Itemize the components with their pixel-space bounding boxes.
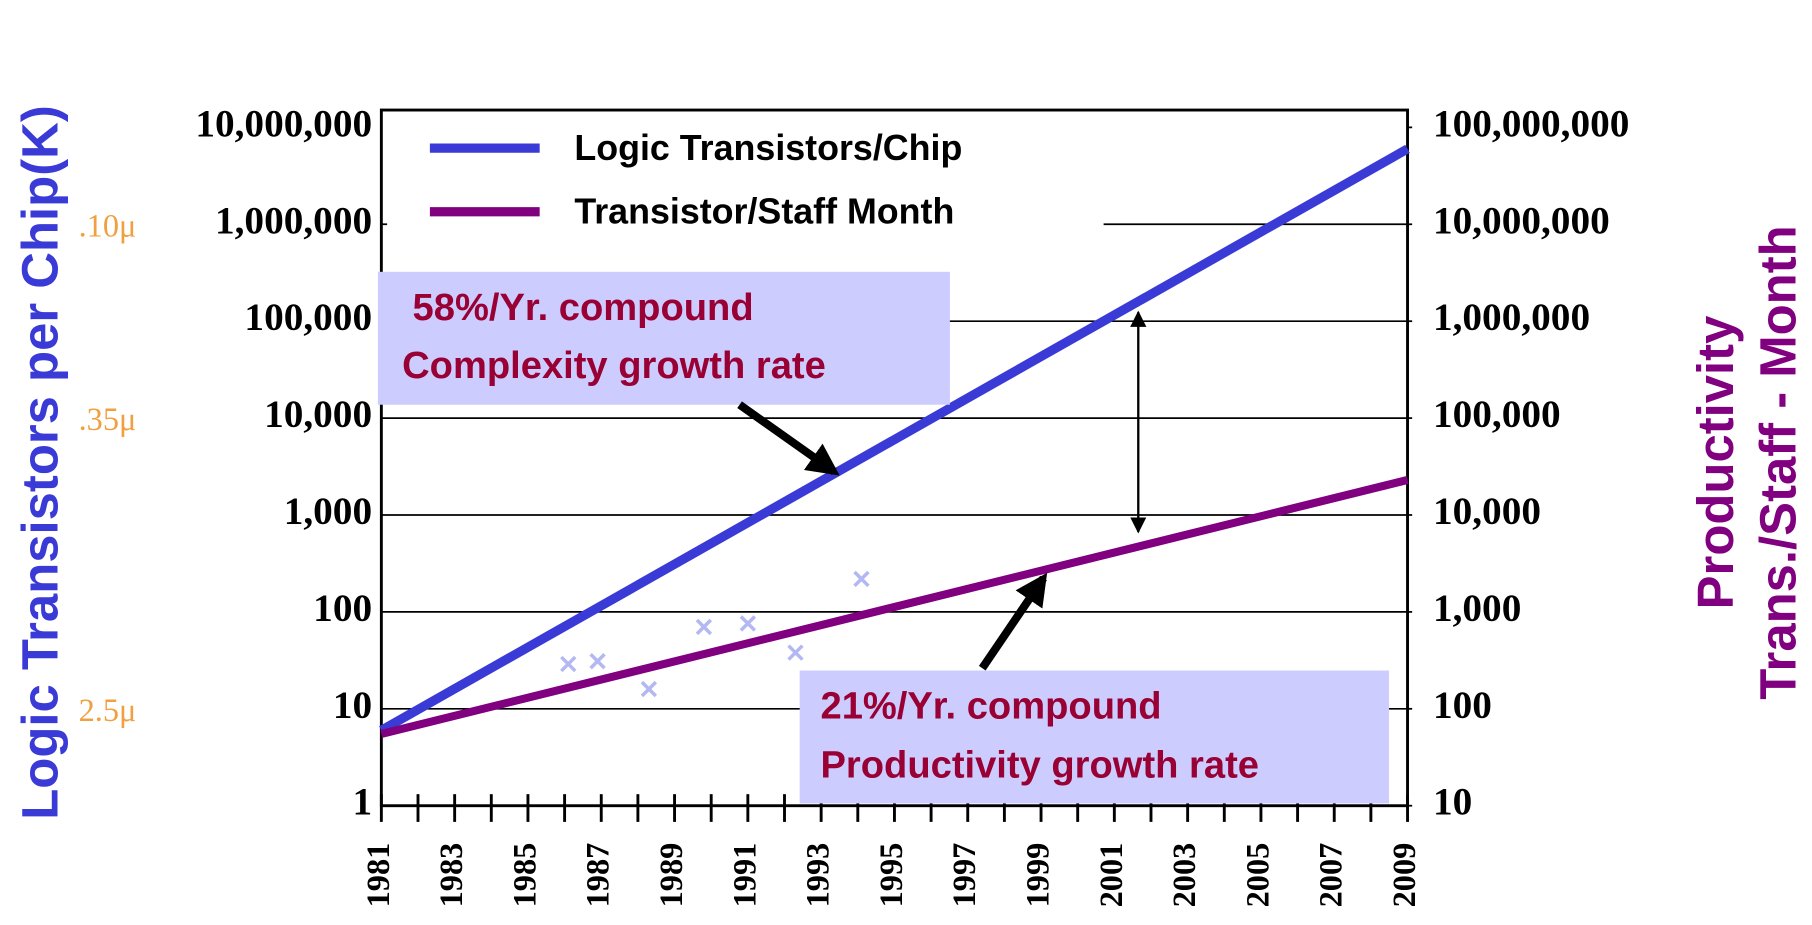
- marker-x: [787, 644, 804, 661]
- marker-x: [560, 655, 577, 673]
- x-tick-label: 1987: [580, 843, 616, 908]
- series-line: [380, 476, 1409, 738]
- process-node-label: .35μ: [79, 401, 137, 437]
- annotation-text: Complexity growth rate: [402, 344, 826, 387]
- y2-tick-label: 100: [1433, 684, 1492, 727]
- y-tick-label: 10,000,000: [195, 102, 372, 145]
- x-tick-label: 2003: [1166, 843, 1202, 908]
- y-tick-label: 1: [352, 781, 372, 824]
- annotation-arrow: [978, 572, 1048, 671]
- x-tick-label: 1995: [873, 843, 909, 908]
- process-node-label: 2.5μ: [79, 692, 137, 728]
- process-node-label: .10μ: [79, 207, 137, 243]
- annotation-text: 58%/Yr. compound: [413, 286, 754, 329]
- legend-label: Logic Transistors/Chip: [574, 128, 962, 168]
- annotation-text: 21%/Yr. compound: [820, 685, 1161, 728]
- x-tick-label: 2001: [1093, 843, 1129, 908]
- y-axis-title: Logic Transistors per Chip(K): [11, 105, 68, 820]
- x-tick-label: 1997: [946, 843, 982, 908]
- x-tick-label: 1991: [726, 843, 762, 908]
- marker-x: [640, 680, 658, 698]
- annotation-box: [799, 670, 1390, 804]
- marker-x: [589, 653, 606, 670]
- y2-tick-label: 1,000: [1433, 587, 1521, 630]
- grid: 1 10 100 1,000 10,000 100,000 1,000,000 10,000,…: [79, 102, 1630, 907]
- y2-tick-label: 100,000: [1433, 393, 1561, 436]
- x-tick-label: 2009: [1386, 843, 1422, 908]
- y2-axis-title: Productivity: [1687, 316, 1744, 610]
- marker-x: [853, 570, 870, 588]
- marker-x: [695, 618, 713, 636]
- y-tick-label: 10,000: [264, 393, 372, 436]
- y-tick-label: 1,000,000: [215, 199, 372, 242]
- x-tick-label: 1985: [506, 843, 542, 908]
- y2-tick-label: 10,000: [1433, 490, 1541, 533]
- x-tick-label: 2005: [1239, 843, 1275, 908]
- y2-tick-label: 1,000,000: [1433, 296, 1590, 339]
- annotation-text: Productivity growth rate: [820, 744, 1258, 787]
- y2-axis-title: Trans./Staff - Month: [1749, 225, 1806, 699]
- y2-tick-label: 10: [1433, 781, 1472, 824]
- legend-label: Transistor/Staff Month: [574, 192, 954, 232]
- y-tick-label: 100: [313, 587, 372, 630]
- y-tick-label: 100,000: [244, 296, 372, 339]
- x-tick-label: 2007: [1313, 843, 1349, 908]
- y-tick-label: 1,000: [284, 490, 372, 533]
- x-tick-label: 1983: [433, 843, 469, 908]
- x-tick-label: 1981: [360, 843, 396, 908]
- annotation-arrow: [737, 401, 840, 476]
- marker-x: [739, 615, 757, 632]
- y-tick-label: 10: [333, 684, 372, 727]
- marks: [379, 144, 1410, 738]
- series-line: [379, 144, 1410, 735]
- x-tick-label: 1993: [800, 843, 836, 908]
- y2-tick-label: 100,000,000: [1433, 102, 1629, 145]
- legend-box: [387, 114, 1104, 245]
- x-tick-label: 1989: [653, 843, 689, 908]
- x-tick-label: 1999: [1019, 843, 1055, 908]
- overlay: Logic Transistors/Chip Transistor/Staff M…: [377, 114, 1390, 804]
- y2-tick-label: 10,000,000: [1433, 199, 1610, 242]
- annotation-box: [377, 271, 950, 405]
